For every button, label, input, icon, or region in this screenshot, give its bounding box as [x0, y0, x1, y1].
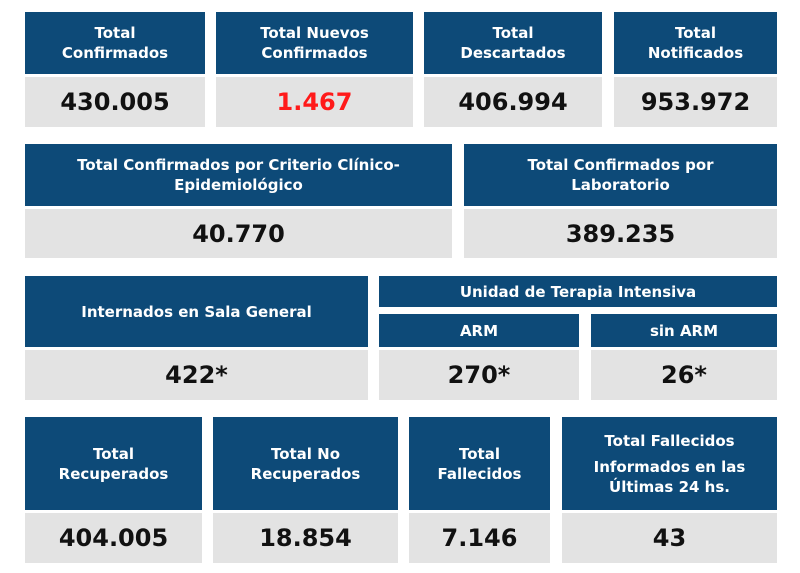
card-label: Total No [270, 444, 341, 463]
card-label: Total Confirmados por [527, 156, 714, 174]
card-value: 1.467 [216, 77, 413, 127]
card-value: 404.005 [25, 513, 202, 563]
card-label: Total [459, 444, 500, 463]
card-header: ARM [379, 314, 579, 350]
card-label: Descartados [460, 44, 566, 62]
card-value: 953.972 [614, 77, 777, 127]
card-label: Confirmados [61, 44, 169, 62]
card-label: Fallecidos [437, 464, 522, 483]
card-label: Últimas 24 hs. [609, 477, 730, 496]
card-label: Recuperados [250, 464, 361, 483]
card-header: Total Recuperados [25, 417, 202, 513]
uti-sin-arm-card: sin ARM 26* [591, 314, 777, 400]
card-label: Internados en Sala General [81, 302, 312, 321]
card-label: Laboratorio [571, 176, 670, 194]
card-header: sin ARM [591, 314, 777, 350]
internados-sala-general-card: Internados en Sala General 422* [25, 276, 368, 400]
card-label: ARM [459, 321, 499, 340]
card-value: 18.854 [213, 513, 398, 563]
total-recuperados-card: Total Recuperados 404.005 [25, 417, 202, 563]
confirmados-laboratorio-card: Total Confirmados por Laboratorio 389.23… [464, 144, 777, 258]
card-value: 430.005 [25, 77, 205, 127]
total-descartados-card: Total Descartados 406.994 [424, 12, 602, 127]
card-header: Unidad de Terapia Intensiva [379, 276, 777, 310]
total-confirmados-card: Total Confirmados 430.005 [25, 12, 205, 127]
card-label: Total Fallecidos [604, 431, 735, 450]
card-value: 7.146 [409, 513, 550, 563]
card-label: sin ARM [649, 321, 719, 340]
card-header: Total Fallecidos Informados en las Últim… [562, 417, 777, 513]
card-label: Total [675, 24, 716, 42]
card-value: 40.770 [25, 209, 452, 258]
card-header: Total Nuevos Confirmados [216, 12, 413, 77]
card-header: Total Confirmados por Laboratorio [464, 144, 777, 209]
fallecidos-24hs-card: Total Fallecidos Informados en las Últim… [562, 417, 777, 563]
card-label: Informados en las [593, 457, 746, 476]
card-label: Total Nuevos [260, 24, 369, 42]
confirmados-criterio-clinico-card: Total Confirmados por Criterio Clínico- … [25, 144, 452, 258]
card-label: Total [492, 24, 534, 42]
card-header: Total Notificados [614, 12, 777, 77]
card-header: Total Descartados [424, 12, 602, 77]
card-label: Total Confirmados por Criterio Clínico- [77, 156, 400, 174]
total-nuevos-confirmados-card: Total Nuevos Confirmados 1.467 [216, 12, 413, 127]
card-header: Total Fallecidos [409, 417, 550, 513]
card-value: 422* [25, 350, 368, 400]
card-label: Unidad de Terapia Intensiva [459, 282, 697, 301]
card-label: Notificados [647, 44, 744, 62]
card-label: Epidemiológico [174, 176, 303, 194]
card-label: Recuperados [58, 464, 169, 483]
card-value: 406.994 [424, 77, 602, 127]
uti-header: Unidad de Terapia Intensiva [379, 276, 777, 310]
total-fallecidos-card: Total Fallecidos 7.146 [409, 417, 550, 563]
card-value: 43 [562, 513, 777, 563]
card-label: Total [94, 24, 136, 42]
total-notificados-card: Total Notificados 953.972 [614, 12, 777, 127]
card-label: Total [93, 444, 134, 463]
card-value: 389.235 [464, 209, 777, 258]
card-header: Total Confirmados por Criterio Clínico- … [25, 144, 452, 209]
total-no-recuperados-card: Total No Recuperados 18.854 [213, 417, 398, 563]
card-value: 270* [379, 350, 579, 400]
card-value: 26* [591, 350, 777, 400]
card-label: Confirmados [261, 44, 368, 62]
card-header: Total Confirmados [25, 12, 205, 77]
card-header: Total No Recuperados [213, 417, 398, 513]
uti-arm-card: ARM 270* [379, 314, 579, 400]
card-header: Internados en Sala General [25, 276, 368, 350]
